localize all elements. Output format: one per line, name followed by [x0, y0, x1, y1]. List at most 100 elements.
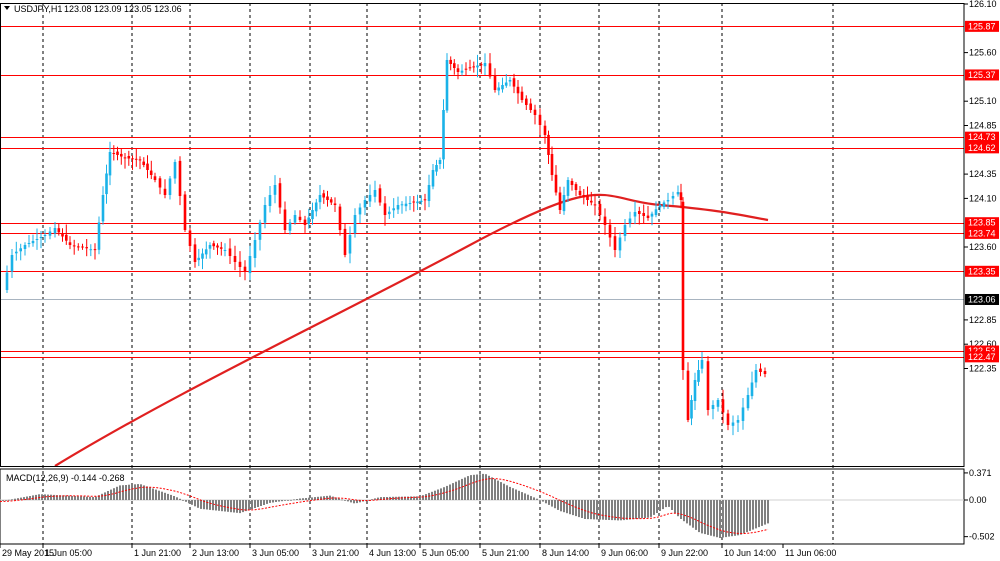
- symbol-dropdown-icon[interactable]: [4, 6, 10, 10]
- macd-histogram-bar: [647, 500, 649, 518]
- macd-histogram-bar: [500, 482, 502, 500]
- macd-histogram-bar: [668, 500, 670, 507]
- macd-histogram-bar: [236, 500, 238, 513]
- macd-histogram-bar: [527, 494, 529, 500]
- candle-body: [633, 212, 637, 217]
- candle-body: [438, 160, 442, 164]
- candle-body: [574, 184, 578, 190]
- candle-body: [593, 204, 597, 206]
- candle-body: [603, 216, 607, 225]
- macd-histogram-bar: [452, 483, 454, 500]
- candle-body: [396, 205, 400, 210]
- chart-header: USDJPY,H1 123.08 123.09 123.05 123.06: [4, 4, 182, 14]
- candle-body: [146, 163, 149, 170]
- candle-body: [39, 237, 43, 238]
- level-price-label: 123.74: [968, 228, 996, 238]
- macd-histogram-bar: [83, 496, 85, 500]
- level-price-label: 125.87: [968, 21, 996, 31]
- moving-average-line: [54, 193, 769, 467]
- candle-body: [570, 181, 574, 185]
- candle-body: [654, 209, 658, 216]
- candle-body: [72, 245, 76, 247]
- macd-histogram-bar: [11, 499, 13, 501]
- macd-histogram-bar: [230, 500, 232, 513]
- x-tick-label: 10 Jun 14:00: [724, 548, 776, 558]
- candle-body: [228, 248, 232, 256]
- macd-histogram-bar: [740, 500, 742, 535]
- x-tick-label: 9 Jun 22:00: [661, 548, 708, 558]
- macd-histogram-bar: [98, 495, 100, 500]
- x-tick-label: 2 Jun 13:00: [192, 548, 239, 558]
- macd-histogram-bar: [656, 500, 658, 513]
- macd-histogram-bar: [638, 500, 640, 519]
- candle-body: [408, 203, 412, 204]
- macd-histogram-bar: [479, 474, 481, 500]
- candle-body: [416, 201, 419, 204]
- candle-body: [582, 195, 586, 198]
- macd-histogram-bar: [710, 500, 712, 536]
- candle-body: [400, 204, 404, 206]
- macd-histogram-bar: [515, 489, 517, 500]
- macd-histogram-bar: [257, 500, 259, 507]
- candle-body: [283, 209, 287, 230]
- macd-tick-label: 0.00: [969, 495, 987, 505]
- candle-body: [112, 153, 116, 154]
- macd-histogram-bar: [224, 500, 226, 512]
- macd-histogram-bar: [209, 500, 211, 510]
- candle-body: [53, 228, 57, 234]
- macd-histogram-bar: [650, 500, 652, 517]
- candle-body: [650, 213, 654, 217]
- symbol-label: USDJPY,H1: [14, 4, 62, 14]
- macd-histogram-bar: [317, 496, 319, 500]
- candle-body: [618, 237, 622, 251]
- macd-histogram-bar: [554, 500, 556, 509]
- macd-histogram-bar: [407, 496, 409, 500]
- macd-histogram-bar: [617, 500, 619, 521]
- candle-body: [343, 228, 347, 255]
- candle-body: [721, 399, 725, 413]
- candle-body: [97, 222, 101, 250]
- level-price-tag: [965, 227, 999, 239]
- candle-body: [108, 152, 112, 176]
- candle-body: [608, 224, 612, 238]
- macd-histogram-bar: [188, 500, 190, 504]
- moving-average: [54, 193, 769, 467]
- candle-body: [547, 134, 550, 155]
- macd-histogram-bar: [176, 497, 178, 500]
- macd-histogram-bar: [539, 500, 541, 501]
- macd-histogram-bar: [737, 500, 739, 536]
- x-tick-label: 9 Jun 06:00: [601, 548, 648, 558]
- candle-body: [590, 200, 593, 203]
- candle-body: [392, 208, 395, 211]
- candle-body: [520, 91, 524, 100]
- candle-body: [368, 195, 372, 202]
- macd-histogram-bar: [260, 500, 262, 506]
- macd-histogram-bar: [704, 500, 706, 535]
- macd-histogram-bar: [161, 491, 163, 500]
- macd-histogram-bar: [332, 496, 334, 500]
- macd-histogram-bar: [353, 500, 355, 504]
- macd-histogram-bar: [506, 485, 508, 500]
- candle-body: [43, 235, 47, 236]
- candle-body: [223, 250, 227, 251]
- chart-frame: [0, 3, 965, 467]
- macd-histogram-bar: [269, 500, 271, 503]
- candle-body: [101, 195, 105, 222]
- candle-body: [578, 190, 582, 195]
- macd-histogram-bar: [290, 499, 292, 501]
- y-tick-label: 124.85: [969, 121, 997, 131]
- macd-histogram-bar: [635, 500, 637, 519]
- candle-body: [5, 272, 9, 290]
- candle-body: [686, 370, 690, 420]
- macd-histogram-bar: [755, 500, 757, 529]
- macd-histogram-bar: [89, 496, 91, 500]
- macd-histogram-bar: [611, 500, 613, 521]
- macd-histogram-bar: [485, 474, 487, 500]
- macd-histogram-bar: [20, 497, 22, 500]
- macd-histogram-bar: [122, 485, 124, 500]
- candle-body: [149, 170, 153, 175]
- candle-body: [19, 248, 22, 252]
- macd-label: MACD(12,26,9) -0.144 -0.268: [6, 473, 125, 483]
